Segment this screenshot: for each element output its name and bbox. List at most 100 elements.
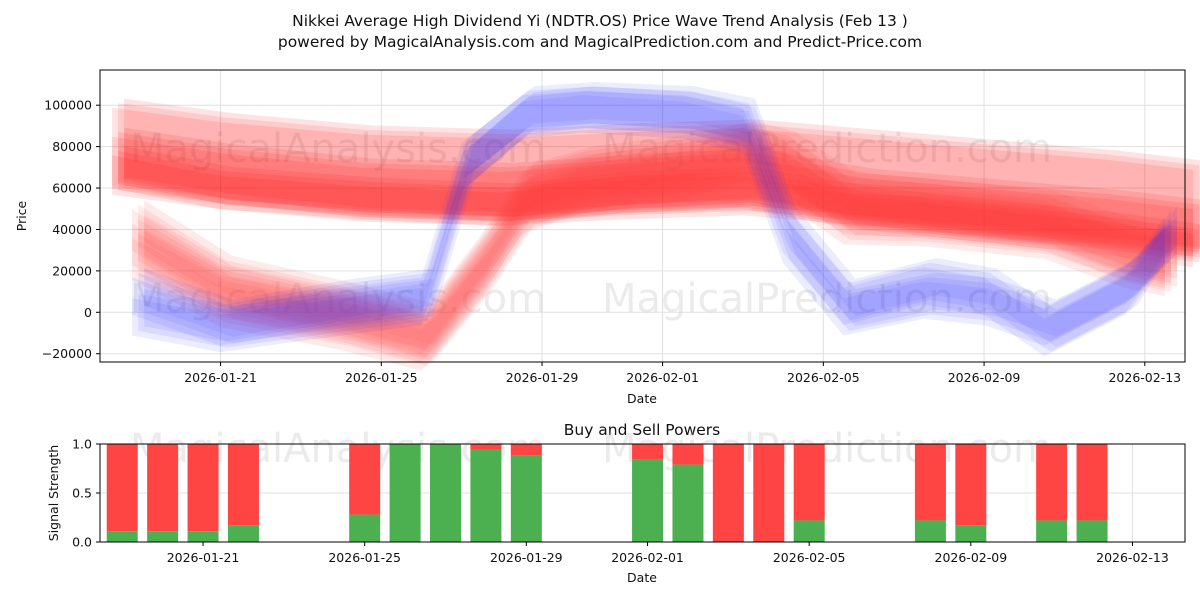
signal-x-tick-label: 2026-02-01 [611, 550, 684, 565]
price-y-tick-label: 60000 [52, 181, 92, 196]
trend-band-red-wave-1 [132, 130, 1165, 355]
trend-band-red-wave-3 [132, 147, 1165, 371]
trend-band-red-wave-1 [144, 121, 1178, 346]
trend-band-red-trend-wide [112, 107, 1194, 257]
price-y-tick-label: 20000 [52, 263, 92, 278]
price-grid [100, 70, 1185, 362]
trend-band-red-wave-2 [132, 138, 1165, 363]
buy-bar [1036, 520, 1068, 542]
buy-bar [470, 449, 502, 542]
trend-band-red-wave-2 [138, 134, 1171, 358]
buy-bar [1076, 520, 1108, 542]
signal-y-tick-label: 0.0 [72, 535, 92, 550]
price-ticks: 2026-01-21 2026-01-25 2026-01-29 2026-02-01… [42, 98, 1181, 385]
signal-y-tick-label: 1.0 [72, 437, 92, 452]
price-x-tick-label: 2026-02-09 [948, 370, 1021, 385]
trend-band-blue-wave-2 [144, 86, 1178, 343]
signal-x-tick-label: 2026-02-13 [1096, 550, 1169, 565]
watermark-text: MagicalPrediction.com [602, 276, 1052, 322]
signal-title: Buy and Sell Powers [564, 421, 721, 439]
signal-panel: Buy and Sell Powers MagicalAnalysis.com M… [46, 421, 1186, 585]
buy-bar [106, 531, 138, 542]
chart-subtitle: powered by MagicalAnalysis.com and Magic… [278, 33, 922, 51]
trend-band-blue-wave-1 [144, 82, 1178, 348]
sell-bar [510, 444, 542, 456]
signal-bars [106, 444, 1108, 542]
price-x-tick-label: 2026-02-01 [626, 370, 699, 385]
trend-band-blue-wave-1 [132, 91, 1165, 357]
buy-bar [914, 520, 946, 542]
sell-bar [1076, 444, 1108, 521]
trend-band-red-wave-3 [144, 137, 1178, 362]
price-y-tick-label: 0 [84, 305, 92, 320]
price-y-tick-label: −20000 [42, 346, 92, 361]
trend-band-red-trend-low [118, 150, 1200, 263]
signal-x-tick-label: 2026-02-09 [935, 550, 1008, 565]
trend-band-blue-wave-1 [138, 86, 1171, 352]
sell-bar [187, 444, 219, 532]
price-series [112, 82, 1200, 371]
buy-bar [510, 455, 542, 542]
price-plot-frame [99, 69, 1186, 363]
price-y-tick-label: 80000 [52, 139, 92, 154]
price-panel: MagicalAnalysis.com MagicalPrediction.com… [14, 69, 1200, 406]
sell-bar [672, 444, 704, 465]
signal-y-tick-label: 0.5 [72, 486, 92, 501]
price-y-label: Price [14, 200, 29, 231]
trend-band-red-trend-mid [124, 127, 1200, 250]
trend-band-red-trend-wide [124, 98, 1200, 248]
price-plot-background [100, 70, 1185, 362]
buy-bar [187, 531, 219, 542]
buy-bar [632, 459, 664, 542]
buy-bar [349, 514, 381, 542]
signal-x-tick-label: 2026-01-29 [490, 550, 563, 565]
trend-band-red-trend-low [124, 146, 1200, 258]
buy-bar [672, 464, 704, 542]
buy-bar [430, 444, 462, 542]
signal-x-tick-label: 2026-01-21 [167, 550, 240, 565]
price-x-tick-label: 2026-01-21 [184, 370, 257, 385]
price-x-tick-label: 2026-02-05 [787, 370, 860, 385]
trend-band-red-trend-mid [112, 136, 1194, 259]
price-x-tick-label: 2026-01-25 [345, 370, 418, 385]
watermark-text: MagicalPrediction.com [602, 126, 1052, 172]
price-watermarks: MagicalAnalysis.com MagicalPrediction.com… [130, 126, 1052, 322]
price-x-label: Date [627, 391, 657, 406]
signal-x-tick-label: 2026-02-05 [773, 550, 846, 565]
price-x-tick-label: 2026-01-29 [506, 370, 579, 385]
sell-bar [793, 444, 825, 521]
signal-x-label: Date [627, 570, 657, 585]
buy-bar [147, 531, 179, 542]
sell-bar [147, 444, 179, 532]
trend-band-red-wave-1 [138, 125, 1171, 350]
signal-y-label: Signal Strength [46, 445, 61, 541]
sell-bar [227, 444, 259, 526]
trend-band-blue-wave-2 [138, 90, 1171, 348]
price-x-tick-label: 2026-02-13 [1108, 370, 1181, 385]
price-y-tick-label: 40000 [52, 222, 92, 237]
trend-band-red-trend-low [112, 155, 1194, 268]
price-y-tick-label: 100000 [44, 98, 92, 113]
buy-bar [955, 525, 987, 542]
sell-bar [753, 444, 785, 542]
sell-bar [1036, 444, 1068, 521]
watermark-text: MagicalAnalysis.com [130, 126, 546, 172]
sell-bar [106, 444, 138, 532]
sell-bar [914, 444, 946, 521]
sell-bar [470, 444, 502, 450]
sell-bar [955, 444, 987, 526]
buy-bar [227, 525, 259, 542]
signal-ticks: 2026-01-21 2026-01-25 2026-01-29 2026-02-01… [72, 437, 1169, 566]
watermark-text: MagicalAnalysis.com [130, 276, 546, 322]
trend-band-red-trend-mid [118, 132, 1200, 255]
sell-bar [712, 444, 744, 542]
chart-title: Nikkei Average High Dividend Yi (NDTR.OS… [292, 12, 908, 30]
trend-band-red-wave-2 [144, 129, 1178, 354]
sell-bar [632, 444, 664, 460]
sell-bar [349, 444, 381, 515]
trend-band-blue-wave-2 [132, 95, 1165, 353]
buy-bar [793, 520, 825, 542]
trend-band-red-wave-3 [138, 142, 1171, 367]
buy-bar [389, 444, 421, 542]
